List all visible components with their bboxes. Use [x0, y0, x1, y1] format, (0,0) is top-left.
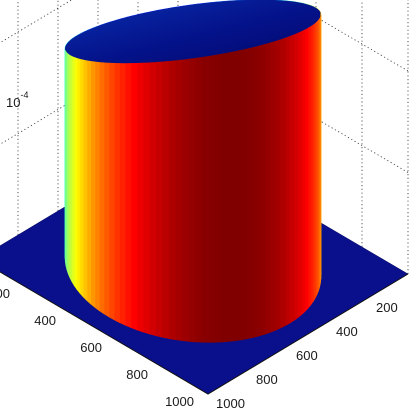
outer-wall-segment — [289, 34, 295, 324]
outer-wall — [64, 12, 322, 343]
inner-floor-shadow — [65, 0, 321, 64]
x-tick-label: 800 — [126, 367, 148, 382]
outer-wall-segment — [240, 48, 248, 341]
outer-wall-segment — [76, 57, 81, 295]
outer-wall-segment — [174, 59, 183, 341]
outer-wall-segment — [304, 27, 309, 313]
outer-wall-segment — [297, 31, 302, 319]
outer-wall-segment — [279, 37, 286, 329]
outer-wall-segment — [69, 54, 73, 282]
outer-wall-segment — [161, 61, 169, 339]
outer-wall-segment — [284, 36, 290, 327]
outer-wall-segment — [269, 41, 276, 333]
outer-wall-segment — [301, 29, 306, 316]
outer-wall-segment — [310, 24, 314, 306]
outer-wall-segment — [99, 62, 105, 315]
outer-wall-segment — [142, 62, 150, 335]
outer-wall-segment — [71, 55, 75, 287]
exponent-power: -4 — [20, 90, 28, 100]
outer-wall-segment — [293, 32, 299, 322]
outer-wall-segment — [86, 60, 92, 305]
axis-lines — [0, 271, 409, 395]
x-tick-label: 400 — [34, 313, 56, 328]
y-tick-label: 400 — [336, 324, 358, 339]
outer-wall-segment — [168, 60, 176, 341]
outer-wall-segment — [258, 44, 265, 337]
outer-wall-segment — [227, 51, 235, 342]
exponent-label: 10-4 — [6, 90, 28, 110]
outer-wall-segment — [208, 54, 216, 343]
wall-rim — [65, 0, 321, 64]
exponent-base: 10 — [6, 95, 20, 110]
outer-wall-segment — [73, 57, 78, 291]
outer-wall-segment — [119, 63, 126, 326]
outer-wall-segment — [264, 42, 271, 335]
y-tick-label: 800 — [256, 372, 278, 387]
outer-wall-segment — [246, 47, 254, 340]
outer-wall-segment — [307, 26, 312, 310]
outer-wall-segment — [148, 62, 156, 336]
outer-wall-segment — [79, 58, 84, 298]
y-tick-label: 1000 — [216, 396, 245, 411]
outer-wall-segment — [214, 53, 223, 343]
outer-wall-segment — [113, 63, 120, 324]
outer-wall-segment — [64, 50, 67, 267]
front-axes — [0, 271, 409, 395]
outer-wall-segment — [103, 62, 110, 318]
outer-wall-segment — [136, 62, 144, 333]
outer-wall-segment — [312, 22, 316, 303]
tick-labels: 200 400 600 800 1000 200 400 600 800 1000 — [0, 286, 398, 411]
outer-wall-segment — [124, 63, 132, 329]
outer-wall-segment — [252, 45, 260, 338]
outer-wall-segment — [221, 52, 229, 343]
x-tick-label: 200 — [0, 286, 10, 301]
outer-wall-segment — [234, 49, 242, 342]
outer-wall-segment — [130, 63, 138, 331]
y-tick-label: 200 — [376, 300, 398, 315]
grid-level-1 — [0, 0, 409, 72]
y-tick-label: 600 — [296, 348, 318, 363]
x-tick-label: 1000 — [165, 394, 194, 409]
outer-wall-segment — [90, 61, 96, 309]
outer-wall-segment — [274, 39, 281, 331]
x-tick-label: 600 — [80, 340, 102, 355]
outer-wall-segment — [155, 61, 163, 338]
outer-wall-segment — [181, 58, 189, 342]
outer-wall-segment — [94, 61, 100, 312]
outer-wall-segment — [188, 57, 196, 343]
outer-wall-segment — [201, 56, 209, 343]
outer-wall-segment — [82, 59, 88, 302]
outer-wall-segment — [194, 57, 203, 343]
outer-wall-segment — [108, 62, 115, 321]
